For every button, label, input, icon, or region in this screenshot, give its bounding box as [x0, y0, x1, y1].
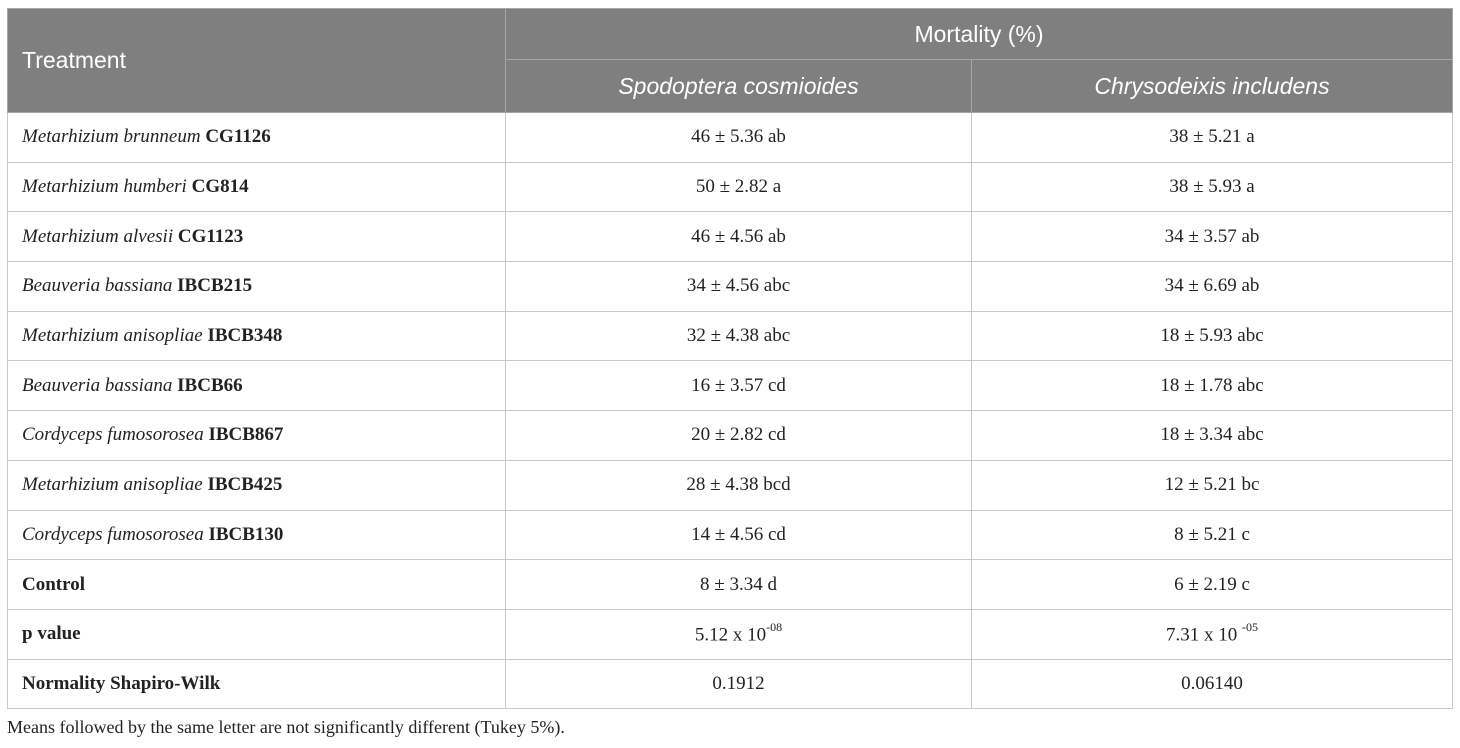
species2-value: 34 ± 3.57 ab	[971, 211, 1453, 263]
species1-value: 14 ± 4.56 cd	[505, 509, 972, 561]
species-name: Metarhizium anisopliae	[22, 325, 203, 347]
treatment-cell: Beauveria bassiana IBCB215	[7, 261, 506, 312]
table-row: Cordyceps fumosorosea IBCB867 20 ± 2.82 …	[7, 410, 1453, 461]
control-species2-value: 6 ± 2.19 c	[971, 559, 1453, 610]
table-body: Metarhizium brunneum CG1126 46 ± 5.36 ab…	[7, 112, 1453, 710]
table-row: Metarhizium anisopliae IBCB348 32 ± 4.38…	[7, 310, 1453, 362]
results-table-container: Treatment Mortality (%) Spodoptera cosmi…	[7, 7, 1453, 710]
species1-value: 50 ± 2.82 a	[505, 161, 972, 213]
treatment-cell: Metarhizium alvesii CG1123	[7, 211, 506, 263]
species2-value: 18 ± 5.93 abc	[971, 310, 1453, 362]
normality-row: Normality Shapiro-Wilk 0.1912 0.06140	[7, 658, 1453, 710]
species1-value: 34 ± 4.56 abc	[505, 261, 972, 312]
species2-value: 38 ± 5.21 a	[971, 112, 1453, 163]
species-name: Metarhizium alvesii	[22, 225, 174, 247]
strain-name: IBCB130	[208, 523, 284, 545]
species2-value: 18 ± 1.78 abc	[971, 360, 1453, 412]
species-name: Metarhizium anisopliae	[22, 474, 203, 496]
species-name: Metarhizium humberi	[22, 176, 187, 198]
species2-value: 12 ± 5.21 bc	[971, 459, 1453, 511]
treatment-cell: Cordyceps fumosorosea IBCB130	[7, 509, 506, 561]
species-name: Cordyceps fumosorosea	[22, 523, 204, 545]
table-row: Metarhizium brunneum CG1126 46 ± 5.36 ab…	[7, 112, 1453, 163]
species1-value: 32 ± 4.38 abc	[505, 310, 972, 362]
strain-name: CG814	[191, 176, 249, 198]
table-row: Beauveria bassiana IBCB66 16 ± 3.57 cd 1…	[7, 360, 1453, 412]
pvalue-species1-base: 5.12 x 10	[694, 624, 767, 646]
species2-header: Chrysodeixis includens	[971, 59, 1453, 113]
pvalue-row: p value 5.12 x 10-08 7.31 x 10 -05	[7, 608, 1453, 660]
pvalue-species1-exponent: -08	[766, 620, 783, 635]
treatment-header: Treatment	[7, 8, 506, 113]
species1-value: 46 ± 4.56 ab	[505, 211, 972, 263]
strain-name: CG1123	[177, 225, 244, 247]
species1-value: 46 ± 5.36 ab	[505, 112, 972, 163]
treatment-cell: Metarhizium brunneum CG1126	[7, 112, 506, 163]
table-row: Metarhizium alvesii CG1123 46 ± 4.56 ab …	[7, 211, 1453, 263]
control-species1-value: 8 ± 3.34 d	[505, 559, 972, 610]
pvalue-label: p value	[7, 608, 506, 660]
strain-name: CG1126	[205, 126, 271, 148]
treatment-cell: Metarhizium anisopliae IBCB348	[7, 310, 506, 362]
species-name: Beauveria bassiana	[22, 374, 173, 396]
treatment-cell: Metarhizium anisopliae IBCB425	[7, 459, 506, 511]
normality-species2: 0.06140	[971, 658, 1453, 710]
species1-value: 16 ± 3.57 cd	[505, 360, 972, 412]
species2-value: 38 ± 5.93 a	[971, 161, 1453, 213]
table-row: Metarhizium anisopliae IBCB425 28 ± 4.38…	[7, 459, 1453, 511]
table-footnote: Means followed by the same letter are no…	[7, 717, 565, 737]
species2-value: 18 ± 3.34 abc	[971, 410, 1453, 461]
normality-label: Normality Shapiro-Wilk	[7, 658, 506, 710]
table-row: Cordyceps fumosorosea IBCB130 14 ± 4.56 …	[7, 509, 1453, 561]
treatment-cell: Cordyceps fumosorosea IBCB867	[7, 410, 506, 461]
strain-name: IBCB66	[177, 374, 243, 396]
normality-species1: 0.1912	[505, 658, 972, 710]
species1-value: 28 ± 4.38 bcd	[505, 459, 972, 511]
species-name: Cordyceps fumosorosea	[22, 424, 204, 446]
pvalue-species1: 5.12 x 10-08	[505, 608, 972, 660]
species2-value: 8 ± 5.21 c	[971, 509, 1453, 561]
strain-name: IBCB425	[207, 474, 283, 496]
strain-name: IBCB348	[207, 325, 283, 347]
strain-name: IBCB867	[208, 424, 284, 446]
pvalue-species2: 7.31 x 10 -05	[971, 608, 1453, 660]
species-name: Beauveria bassiana	[22, 275, 173, 297]
species1-value: 20 ± 2.82 cd	[505, 410, 972, 461]
table-row: Metarhizium humberi CG814 50 ± 2.82 a 38…	[7, 161, 1453, 213]
species1-header: Spodoptera cosmioides	[505, 59, 972, 113]
species2-value: 34 ± 6.69 ab	[971, 261, 1453, 312]
strain-name: IBCB215	[177, 275, 253, 297]
pvalue-species2-base: 7.31 x 10	[1166, 624, 1242, 646]
control-label: Control	[7, 559, 506, 610]
treatment-cell: Metarhizium humberi CG814	[7, 161, 506, 213]
control-row: Control 8 ± 3.34 d 6 ± 2.19 c	[7, 559, 1453, 610]
treatment-cell: Beauveria bassiana IBCB66	[7, 360, 506, 412]
pvalue-species2-exponent: -05	[1242, 620, 1258, 635]
mortality-table: Treatment Mortality (%) Spodoptera cosmi…	[7, 7, 1453, 710]
table-row: Beauveria bassiana IBCB215 34 ± 4.56 abc…	[7, 261, 1453, 312]
species-name: Metarhizium brunneum	[22, 126, 201, 148]
mortality-header: Mortality (%)	[505, 7, 1453, 61]
